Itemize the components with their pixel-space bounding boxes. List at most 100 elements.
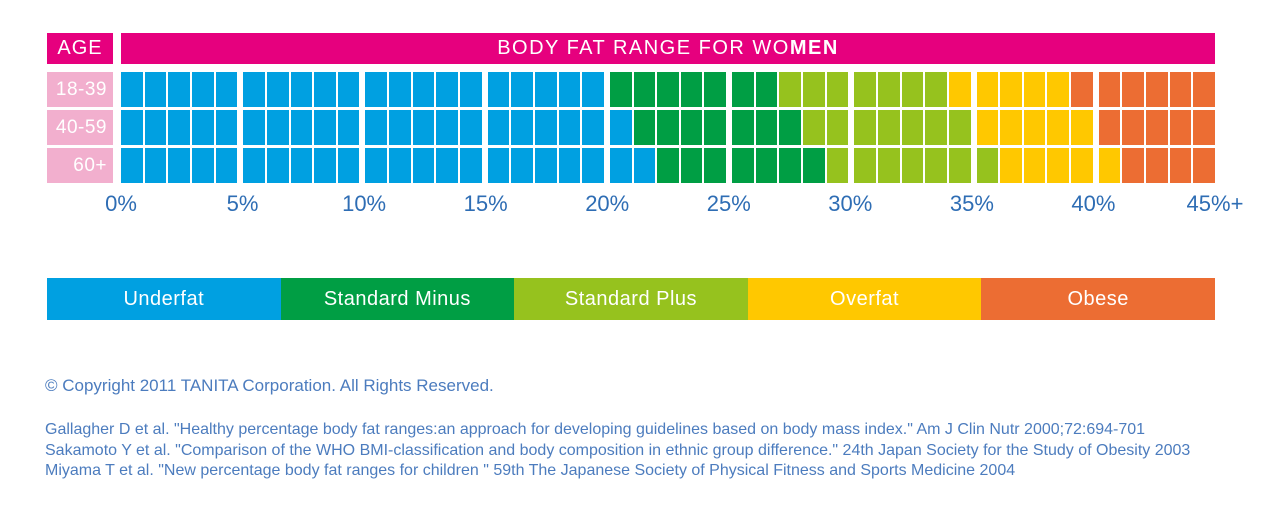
footer: © Copyright 2011 TANITA Corporation. All… bbox=[45, 376, 1255, 482]
cell-60+-26 bbox=[755, 148, 778, 183]
cell-60+-4 bbox=[215, 148, 238, 183]
cell-18-39-41 bbox=[1122, 72, 1145, 107]
cell-18-39-39 bbox=[1071, 72, 1093, 107]
cell-40-59-23 bbox=[680, 110, 703, 145]
cell-18-39-14 bbox=[460, 72, 482, 107]
cell-18-39-28 bbox=[803, 72, 825, 107]
cell-40-59-1 bbox=[144, 110, 167, 145]
cell-60+-8 bbox=[314, 148, 336, 183]
cell-40-59-9 bbox=[337, 110, 360, 145]
cell-18-39-43 bbox=[1169, 72, 1192, 107]
chart-row-40-59: 40-59 bbox=[47, 110, 1215, 145]
cell-18-39-6 bbox=[266, 72, 289, 107]
cell-18-39-17 bbox=[534, 72, 557, 107]
cell-18-39-8 bbox=[314, 72, 336, 107]
cell-40-59-2 bbox=[168, 110, 190, 145]
chart: AGE BODY FAT RANGE FOR WO MEN 18-39 40-59 6… bbox=[47, 33, 1243, 221]
cell-60+-40 bbox=[1098, 148, 1121, 183]
cell-group bbox=[976, 110, 1093, 145]
cell-group bbox=[732, 110, 849, 145]
cell-60+-7 bbox=[290, 148, 313, 183]
cell-40-59-27 bbox=[779, 110, 802, 145]
cell-60+-30 bbox=[854, 148, 876, 183]
cell-group bbox=[1098, 148, 1215, 183]
legend-underfat: Underfat bbox=[47, 278, 281, 320]
age-label-60+: 60+ bbox=[47, 148, 113, 183]
cell-18-39-7 bbox=[290, 72, 313, 107]
cell-60+-17 bbox=[534, 148, 557, 183]
cell-group bbox=[609, 110, 727, 145]
cell-40-59-25 bbox=[732, 110, 754, 145]
cell-40-59-20 bbox=[609, 110, 632, 145]
copyright-line: © Copyright 2011 TANITA Corporation. All… bbox=[45, 376, 494, 395]
cell-40-59-12 bbox=[412, 110, 435, 145]
cell-60+-3 bbox=[191, 148, 214, 183]
chart-rows: 18-39 40-59 60+ bbox=[47, 72, 1215, 183]
cell-60+-34 bbox=[948, 148, 971, 183]
cell-18-39-11 bbox=[389, 72, 411, 107]
cell-40-59-0 bbox=[121, 110, 143, 145]
cell-60+-44 bbox=[1193, 148, 1215, 183]
cell-40-59-37 bbox=[1023, 110, 1046, 145]
cell-group bbox=[854, 110, 971, 145]
cell-60+-28 bbox=[803, 148, 825, 183]
cell-40-59-36 bbox=[1000, 110, 1022, 145]
cell-group bbox=[1098, 110, 1215, 145]
legend: Underfat Standard Minus Standard Plus Overf… bbox=[47, 278, 1215, 320]
cell-group bbox=[243, 148, 360, 183]
cell-18-39-2 bbox=[168, 72, 190, 107]
cell-40-59-24 bbox=[704, 110, 727, 145]
cell-18-39-16 bbox=[511, 72, 533, 107]
cell-40-59-33 bbox=[925, 110, 947, 145]
cell-40-59-11 bbox=[389, 110, 411, 145]
cell-60+-27 bbox=[779, 148, 802, 183]
cell-60+-18 bbox=[558, 148, 581, 183]
cell-60+-6 bbox=[266, 148, 289, 183]
cell-40-59-13 bbox=[436, 110, 458, 145]
cell-60+-24 bbox=[704, 148, 727, 183]
cell-60+-42 bbox=[1146, 148, 1168, 183]
legend-overfat: Overfat bbox=[747, 278, 982, 320]
cell-18-39-44 bbox=[1193, 72, 1215, 107]
x-tick-25pct: 25% bbox=[706, 191, 751, 216]
cell-60+-33 bbox=[925, 148, 947, 183]
chart-row-60+: 60+ bbox=[47, 148, 1215, 183]
cell-group bbox=[365, 148, 482, 183]
x-tick-15pct: 15% bbox=[463, 191, 508, 216]
age-header-label: AGE bbox=[47, 33, 113, 64]
cell-40-59-30 bbox=[854, 110, 876, 145]
x-tick-40pct: 40% bbox=[1071, 191, 1116, 216]
cell-40-59-38 bbox=[1047, 110, 1070, 145]
x-tick-30pct: 30% bbox=[828, 191, 873, 216]
cell-group bbox=[976, 148, 1093, 183]
cell-18-39-9 bbox=[337, 72, 360, 107]
cell-18-39-4 bbox=[215, 72, 238, 107]
citation-line-3: Miyama T et al. "New percentage body fat… bbox=[45, 462, 1016, 479]
cell-group bbox=[854, 72, 971, 107]
cell-18-39-23 bbox=[680, 72, 703, 107]
cell-18-39-20 bbox=[609, 72, 632, 107]
cell-60+-9 bbox=[337, 148, 360, 183]
cell-group bbox=[976, 72, 1093, 107]
row-cells bbox=[121, 72, 1215, 107]
cell-18-39-0 bbox=[121, 72, 143, 107]
cell-60+-15 bbox=[487, 148, 510, 183]
cell-40-59-5 bbox=[243, 110, 265, 145]
legend-standard-plus: Standard Plus bbox=[514, 278, 748, 320]
cell-18-39-37 bbox=[1023, 72, 1046, 107]
cell-18-39-18 bbox=[558, 72, 581, 107]
cell-18-39-25 bbox=[732, 72, 754, 107]
chart-title-text: BODY FAT RANGE FOR WO bbox=[497, 37, 790, 59]
cell-18-39-32 bbox=[901, 72, 924, 107]
x-tick-45pctplus: 45%+ bbox=[1186, 191, 1244, 216]
cell-group bbox=[609, 148, 727, 183]
cell-18-39-31 bbox=[877, 72, 900, 107]
cell-18-39-36 bbox=[1000, 72, 1022, 107]
cell-18-39-3 bbox=[191, 72, 214, 107]
cell-60+-23 bbox=[680, 148, 703, 183]
cell-60+-14 bbox=[460, 148, 482, 183]
cell-group bbox=[732, 72, 849, 107]
cell-40-59-18 bbox=[558, 110, 581, 145]
cell-40-59-40 bbox=[1098, 110, 1121, 145]
cell-60+-37 bbox=[1023, 148, 1046, 183]
